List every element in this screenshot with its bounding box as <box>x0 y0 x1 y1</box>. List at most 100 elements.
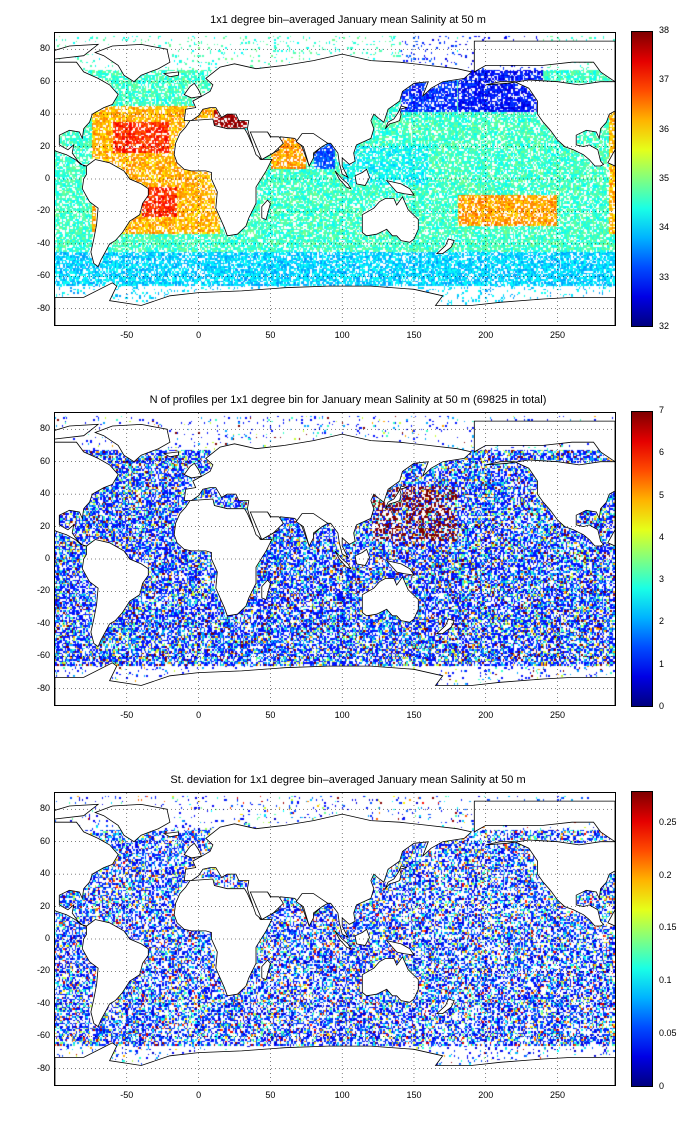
coastline-overlay <box>55 33 615 325</box>
colorbar-tick-label: 0.2 <box>659 869 672 880</box>
x-tick-label: 250 <box>550 1090 566 1100</box>
land-outline <box>261 579 271 601</box>
land-outline <box>162 451 179 458</box>
x-tick-label: 0 <box>196 1090 202 1100</box>
x-tick-label: 100 <box>334 330 350 340</box>
colorbar <box>631 31 653 327</box>
land-outline <box>173 498 273 617</box>
map-plot <box>54 412 616 706</box>
land-outline <box>55 821 119 927</box>
colorbar-tick-label: 0.05 <box>659 1028 677 1039</box>
panel-title: St. deviation for 1x1 degree bin–average… <box>170 774 526 786</box>
colorbar-tick-label: 6 <box>659 447 665 458</box>
y-tick-label: -80 <box>36 1062 50 1073</box>
x-tick-label: 250 <box>550 710 566 720</box>
land-outline <box>435 618 455 635</box>
x-tick-label: -50 <box>120 1090 134 1100</box>
y-tick-label: 40 <box>39 108 50 119</box>
y-tick-label: 20 <box>39 900 50 911</box>
colorbar-tick-label: 37 <box>659 74 670 85</box>
colorbar-tick-label: 0 <box>659 701 665 711</box>
land-outline <box>384 105 407 129</box>
land-outline <box>385 179 415 196</box>
panel-title: N of profiles per 1x1 degree bin for Jan… <box>149 394 547 406</box>
colorbar-tick-label: 0.25 <box>659 816 677 827</box>
y-tick-label: -80 <box>36 302 50 313</box>
x-tick-label: 0 <box>196 710 202 720</box>
land-outline <box>361 195 419 243</box>
map-plot <box>54 792 616 1086</box>
land-outline <box>55 803 100 820</box>
map-plot <box>54 32 616 326</box>
colorbar-tick-label: 3 <box>659 574 665 585</box>
colorbar-tick-label: 36 <box>659 123 670 134</box>
land-outline <box>249 131 284 161</box>
y-tick-label: -60 <box>36 1030 50 1041</box>
land-outline <box>81 159 149 268</box>
land-outline <box>261 199 271 221</box>
land-outline <box>55 282 615 325</box>
land-outline <box>295 893 329 928</box>
land-outline <box>173 878 273 997</box>
y-tick-label: 80 <box>39 423 50 434</box>
land-outline <box>249 891 284 921</box>
land-outline <box>94 43 171 83</box>
y-tick-label: 80 <box>39 803 50 814</box>
y-tick-label: 60 <box>39 75 50 86</box>
x-tick-label: 50 <box>265 330 276 340</box>
colorbar-tick-label: 1 <box>659 658 665 669</box>
x-tick-label: 50 <box>265 1090 276 1100</box>
y-tick-label: -40 <box>36 617 50 628</box>
land-outline <box>485 459 615 547</box>
land-outline <box>183 462 203 479</box>
y-tick-label: 20 <box>39 520 50 531</box>
y-tick-label: 0 <box>44 553 50 563</box>
land-outline <box>261 959 271 981</box>
land-outline <box>354 548 370 566</box>
x-tick-label: 200 <box>478 330 494 340</box>
y-tick-label: 0 <box>44 933 50 943</box>
colorbar-tick-label: 38 <box>659 25 670 35</box>
land-outline <box>473 40 615 83</box>
coastline-overlay <box>55 413 615 705</box>
y-tick-label: -80 <box>36 682 50 693</box>
land-outline <box>55 441 119 547</box>
colorbar-tick-label: 7 <box>659 405 665 415</box>
land-outline <box>55 43 100 60</box>
colorbar-tick-label: 0 <box>659 1081 665 1091</box>
panel-title: 1x1 degree bin–averaged January mean Sal… <box>210 14 486 26</box>
land-outline <box>435 238 455 255</box>
land-outline <box>162 831 179 838</box>
x-tick-label: 100 <box>334 1090 350 1100</box>
land-outline <box>55 662 615 705</box>
land-outline <box>94 423 171 463</box>
land-outline <box>473 420 615 463</box>
y-tick-label: 60 <box>39 455 50 466</box>
land-outline <box>81 539 149 648</box>
colorbar <box>631 411 653 707</box>
y-tick-label: 0 <box>44 173 50 183</box>
land-outline <box>354 168 370 186</box>
x-tick-label: 50 <box>265 710 276 720</box>
land-outline <box>354 928 370 946</box>
colorbar-tick-label: 33 <box>659 271 670 282</box>
colorbar-tick-label: 4 <box>659 531 665 542</box>
colorbar-tick-label: 2 <box>659 616 665 627</box>
y-tick-label: -60 <box>36 650 50 661</box>
y-tick-label: 40 <box>39 868 50 879</box>
land-outline <box>361 575 419 623</box>
colorbar-tick-label: 5 <box>659 489 665 500</box>
land-outline <box>385 559 415 576</box>
x-tick-label: 250 <box>550 330 566 340</box>
y-tick-label: -20 <box>36 965 50 976</box>
land-outline <box>361 955 419 1003</box>
x-tick-label: 100 <box>334 710 350 720</box>
land-outline <box>385 939 415 956</box>
land-outline <box>435 998 455 1015</box>
y-tick-label: -60 <box>36 270 50 281</box>
x-tick-label: 200 <box>478 1090 494 1100</box>
land-outline <box>55 423 100 440</box>
land-outline <box>384 485 407 509</box>
y-tick-label: -20 <box>36 205 50 216</box>
land-outline <box>485 839 615 927</box>
